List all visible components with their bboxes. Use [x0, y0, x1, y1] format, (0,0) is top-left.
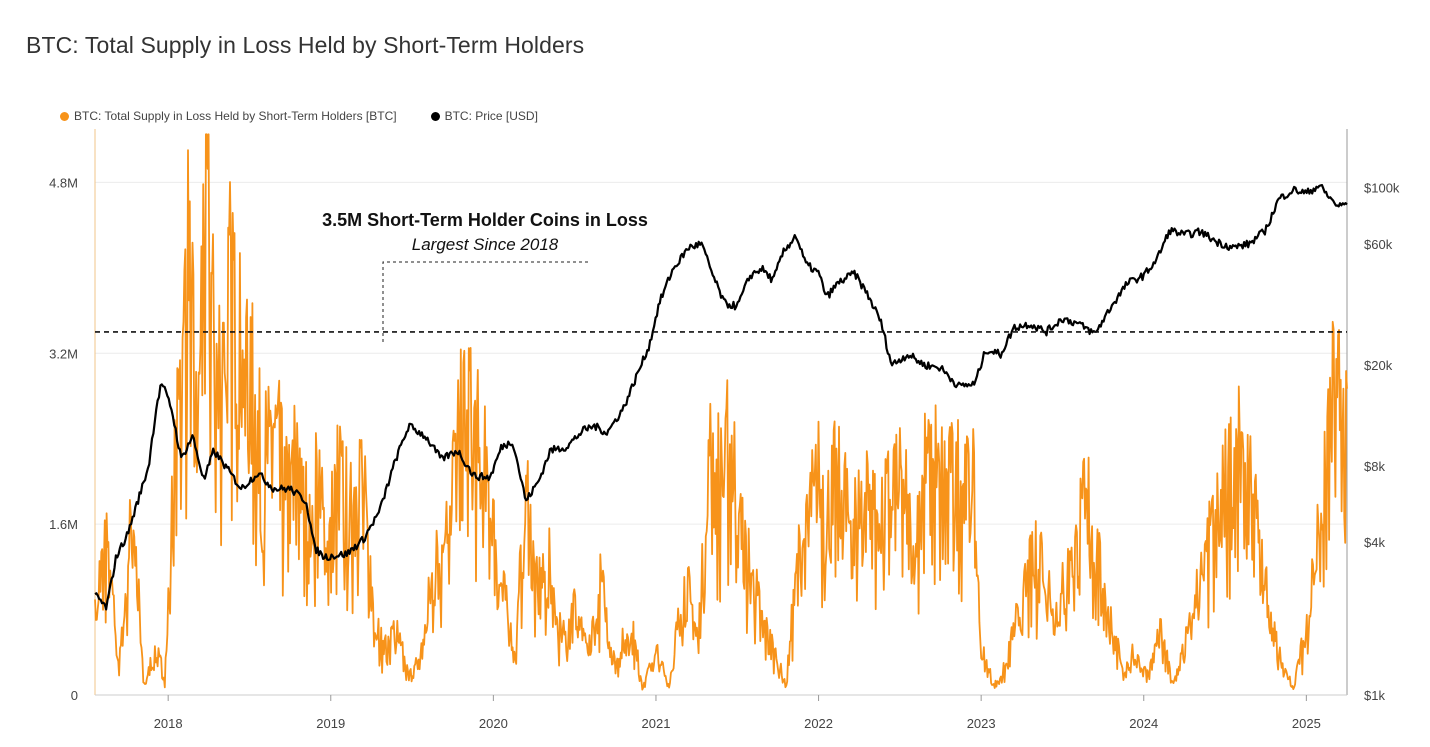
x-tick-label: 2019 [316, 716, 345, 731]
x-tick-label: 2018 [154, 716, 183, 731]
x-tick-label: 2021 [642, 716, 671, 731]
x-tick-label: 2022 [804, 716, 833, 731]
annotation-line2: Largest Since 2018 [412, 235, 559, 254]
y-left-tick-label: 4.8M [49, 175, 78, 190]
legend-dot-price [430, 111, 440, 121]
y-right-tick-label: $4k [1364, 535, 1385, 550]
y-left-tick-label: 1.6M [49, 517, 78, 532]
x-ticks: 2018 2019 2020 2021 2022 2023 2024 2025 [154, 695, 1321, 731]
legend-dot-supply [60, 111, 69, 121]
y-left-ticks: 0 1.6M 3.2M 4.8M [49, 175, 78, 703]
y-left-tick-label: 0 [71, 688, 78, 703]
series-supply-in-loss-line [94, 133, 1348, 691]
legend-item-supply[interactable]: BTC: Total Supply in Loss Held by Short-… [60, 109, 397, 123]
series-btc-price-line [94, 184, 1348, 611]
y-right-tick-label: $60k [1364, 237, 1393, 252]
legend-label-supply: BTC: Total Supply in Loss Held by Short-… [74, 109, 397, 123]
y-right-tick-label: $20k [1364, 358, 1393, 373]
legend: BTC: Total Supply in Loss Held by Short-… [60, 109, 572, 123]
y-right-tick-label: $8k [1364, 459, 1385, 474]
legend-item-price[interactable]: BTC: Price [USD] [430, 109, 538, 123]
x-tick-label: 2020 [479, 716, 508, 731]
y-right-ticks: $1k $4k $8k $20k $60k $100k [1364, 180, 1400, 703]
chart-title: BTC: Total Supply in Loss Held by Short-… [26, 32, 585, 58]
y-left-tick-label: 3.2M [49, 346, 78, 361]
annotation-line1: 3.5M Short-Term Holder Coins in Loss [322, 210, 648, 230]
legend-label-price: BTC: Price [USD] [444, 109, 538, 123]
annotation-connector [382, 261, 588, 342]
x-tick-label: 2025 [1292, 716, 1321, 731]
x-tick-label: 2024 [1129, 716, 1158, 731]
y-right-tick-label: $100k [1364, 180, 1400, 195]
y-right-tick-label: $1k [1364, 688, 1385, 703]
x-tick-label: 2023 [967, 716, 996, 731]
